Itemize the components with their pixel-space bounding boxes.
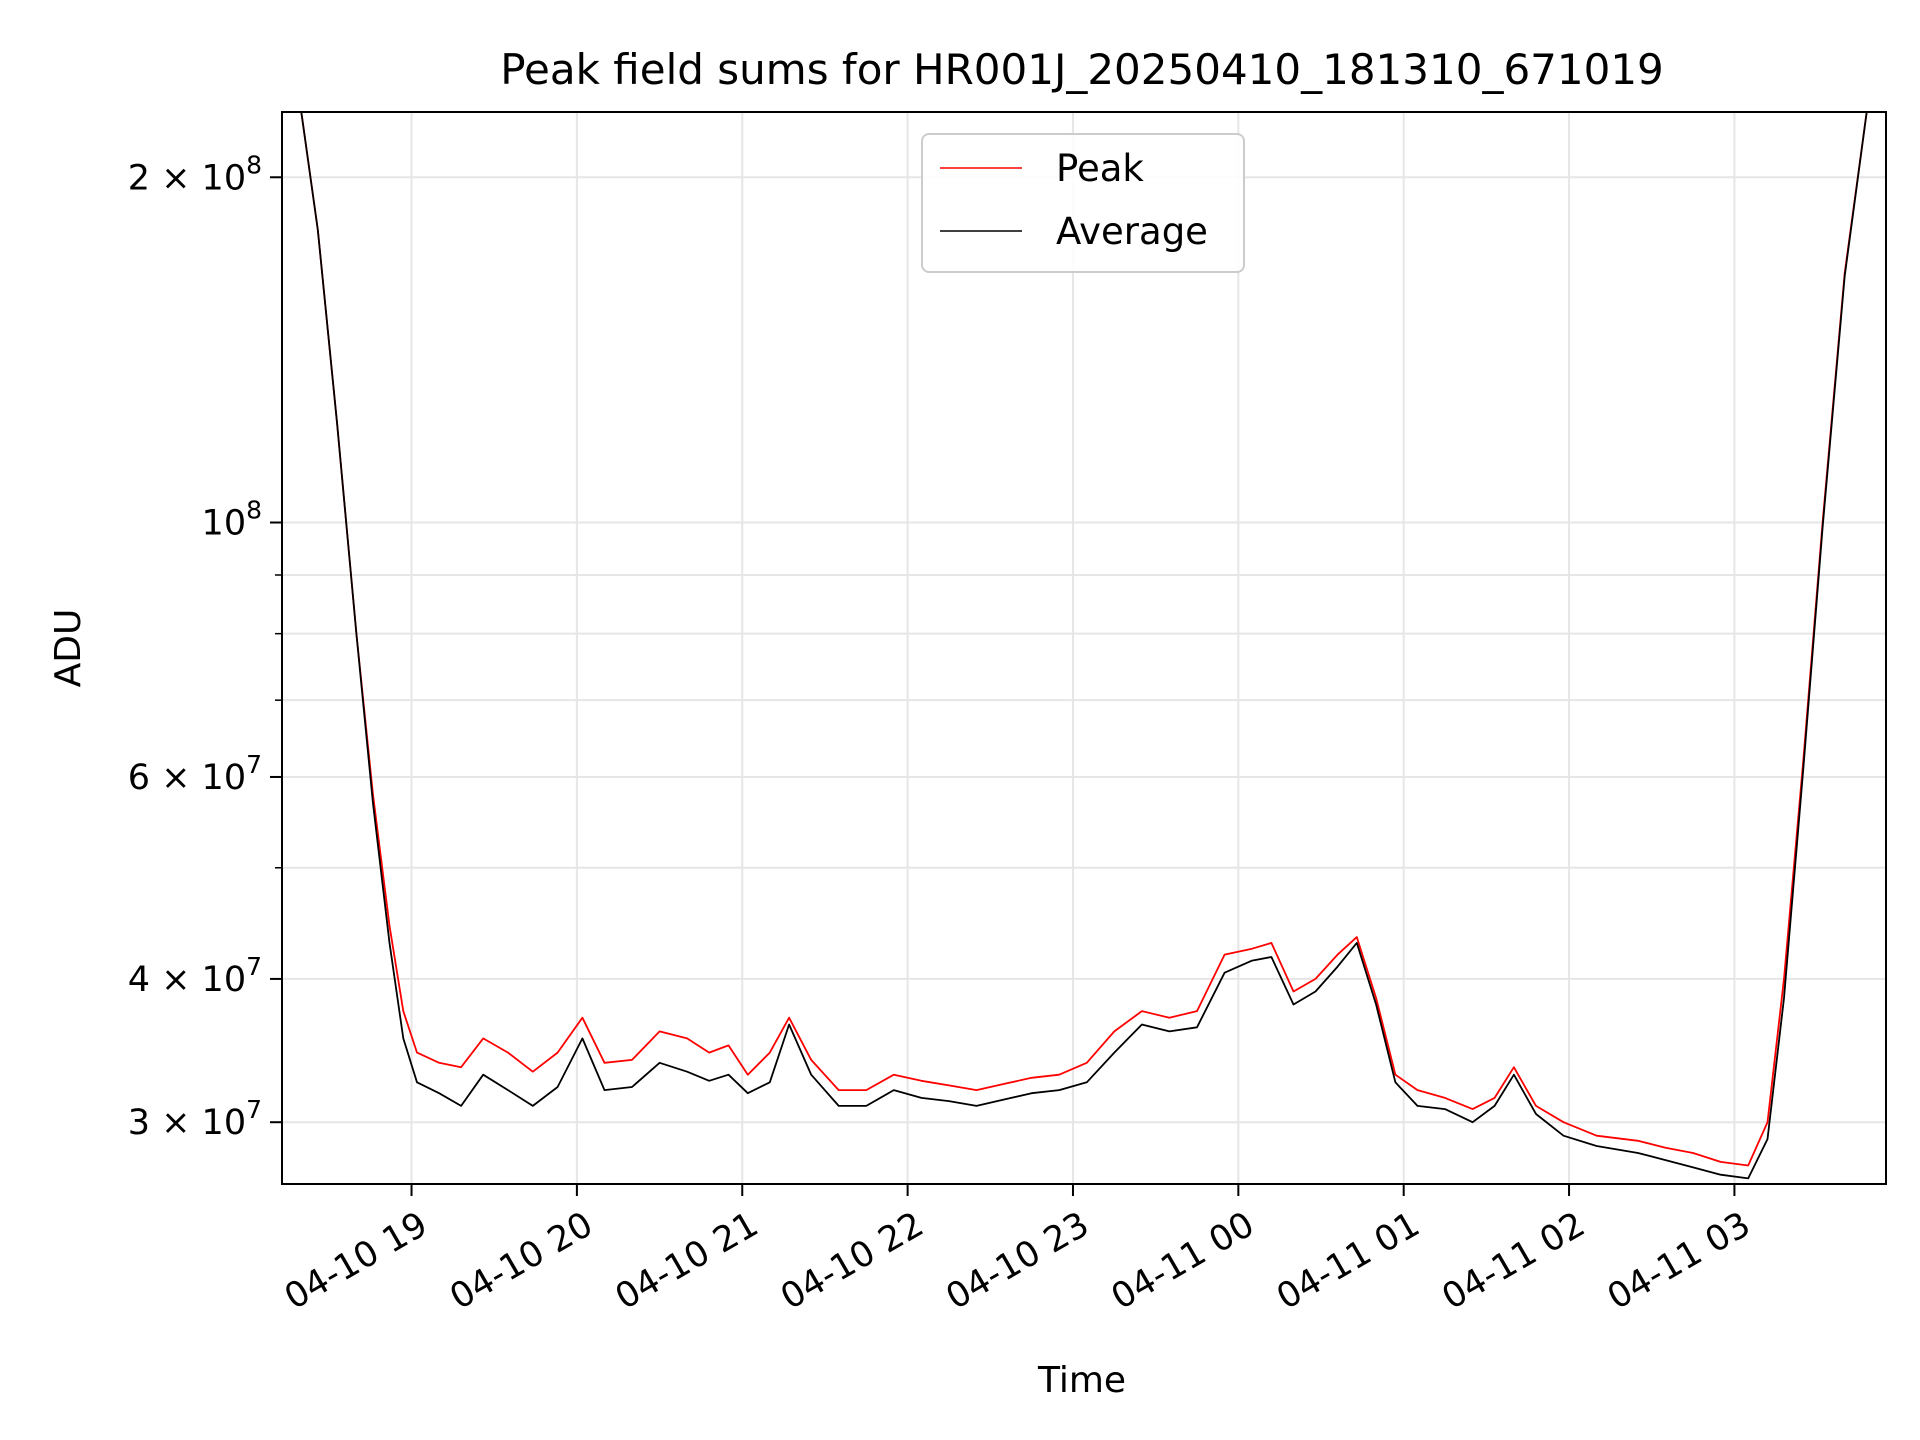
chart-title: Peak field sums for HR001J_20250410_1813… [500, 45, 1664, 94]
series-lines [282, 112, 1886, 1180]
series-line-average [282, 112, 1886, 1180]
y-axis-label: ADU [48, 609, 89, 688]
legend-label-peak: Peak [1056, 147, 1144, 190]
y-tick-label: 3 × 107 [128, 1095, 262, 1143]
y-tick-label: 6 × 107 [128, 750, 262, 798]
y-axis-ticks: 2 × 108 108 6 × 107 4 × 107 3 × 107 [128, 150, 282, 1143]
y-tick-label: 2 × 108 [128, 150, 262, 198]
series-line-peak [282, 112, 1886, 1167]
y-tick-label: 108 [202, 496, 262, 544]
plot-frame [281, 111, 1887, 1185]
legend: Peak Average [921, 133, 1245, 273]
y-tick-label: 4 × 107 [128, 952, 262, 1000]
x-axis-label: Time [1037, 1360, 1126, 1401]
legend-label-average: Average [1056, 210, 1208, 253]
